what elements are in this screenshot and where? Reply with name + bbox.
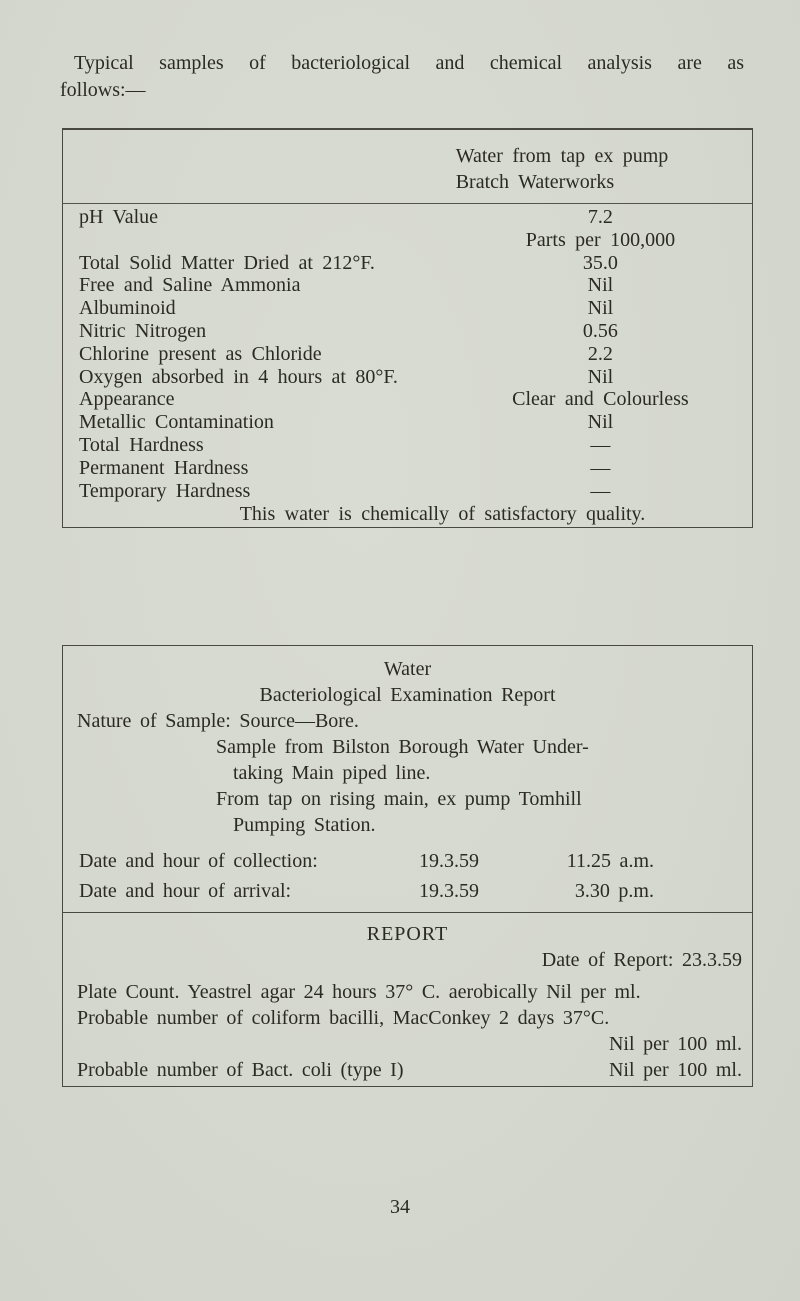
row-label: pH Value: [79, 206, 159, 228]
bact-coli-row: Probable number of Bact. coli (type I) N…: [63, 1057, 752, 1083]
table-header-line-1: Water from tap ex pump: [455, 145, 669, 167]
row-label: Appearance: [79, 388, 175, 411]
row-label: Permanent Hardness: [79, 456, 249, 479]
sample-description-line: From tap on rising main, ex pump Tomhill: [216, 788, 582, 810]
page-number: 34: [390, 1196, 410, 1218]
row-label: Total Hardness: [79, 433, 204, 456]
report-section-divider: [63, 912, 752, 913]
intro-line-2: follows:—: [60, 79, 146, 101]
row-label: Temporary Hardness: [79, 479, 251, 502]
row-label: Free and Saline Ammonia: [79, 274, 301, 297]
date-rows: Date and hour of collection: 19.3.59 11.…: [63, 846, 752, 906]
row-label: [63, 229, 449, 252]
plate-count-line: Plate Count. Yeastrel agar 24 hours 37° …: [77, 981, 641, 1003]
row-value: 35.0: [582, 251, 618, 274]
bact-box-title: Water: [383, 658, 432, 680]
table-body: pH Value 7.2 Parts per 100,000 Total Sol…: [63, 204, 752, 502]
row-value: 0.56: [582, 319, 618, 342]
row-value: Nil: [587, 274, 614, 297]
collection-time: 11.25 a.m.: [566, 850, 654, 872]
bact-coli-label: Probable number of Bact. coli (type I): [77, 1059, 404, 1081]
table-row: pH Value 7.2: [63, 206, 752, 229]
row-label: Nitric Nitrogen: [79, 319, 207, 342]
intro-line-1: Typical samples of bacteriological and c…: [74, 52, 744, 74]
row-value: Nil: [587, 365, 614, 388]
table-row: Parts per 100,000: [63, 229, 752, 252]
row-label: Total Solid Matter Dried at 212°F.: [79, 251, 375, 274]
report-date-line: Date of Report: 23.3.59: [541, 949, 742, 971]
arrival-label: Date and hour of arrival:: [79, 880, 292, 902]
bact-coli-result: Nil per 100 ml.: [608, 1059, 742, 1081]
table-row: Free and Saline Ammonia Nil: [63, 274, 752, 297]
row-value: —: [590, 479, 611, 502]
row-value: Nil: [587, 297, 614, 320]
sample-description-line: taking Main piped line.: [233, 762, 431, 784]
row-label: Chlorine present as Chloride: [79, 342, 322, 365]
report-title: REPORT: [366, 923, 449, 945]
arrival-date: 19.3.59: [419, 880, 479, 902]
coliform-line: Probable number of coliform bacilli, Mac…: [77, 1007, 610, 1029]
row-value: 2.2: [587, 342, 613, 365]
row-label: Oxygen absorbed in 4 hours at 80°F.: [79, 365, 398, 388]
bact-box-subtitle: Bacteriological Examination Report: [259, 684, 556, 706]
sample-description-line: Sample from Bilston Borough Water Under-: [216, 736, 589, 758]
table-row: Oxygen absorbed in 4 hours at 80°F. Nil: [63, 366, 752, 389]
row-label: Metallic Contamination: [79, 411, 274, 434]
row-label: Albuminoid: [79, 297, 176, 320]
bacteriological-report-box: Water Bacteriological Examination Report…: [62, 645, 753, 1087]
arrival-time: 3.30 p.m.: [574, 880, 654, 902]
chemical-analysis-table: Water from tap ex pump Bratch Waterworks…: [62, 128, 753, 528]
table-row: Permanent Hardness —: [63, 457, 752, 480]
table-row: Total Hardness —: [63, 434, 752, 457]
table-footer-note: This water is chemically of satisfactory…: [239, 503, 646, 526]
collection-label: Date and hour of collection:: [79, 850, 318, 872]
table-row: Temporary Hardness —: [63, 480, 752, 503]
table-row: Metallic Contamination Nil: [63, 411, 752, 434]
row-value: —: [590, 433, 611, 456]
row-value: 7.2: [587, 206, 613, 228]
sample-description-line: Pumping Station.: [233, 814, 376, 836]
table-header: Water from tap ex pump Bratch Waterworks: [63, 130, 752, 204]
nature-of-sample-line: Nature of Sample: Source—Bore.: [77, 710, 359, 732]
table-row: Total Solid Matter Dried at 212°F. 35.0: [63, 252, 752, 275]
row-value: Parts per 100,000: [525, 228, 676, 251]
collection-date: 19.3.59: [419, 850, 479, 872]
table-header-line-2: Bratch Waterworks: [455, 171, 615, 193]
coliform-result: Nil per 100 ml.: [608, 1033, 742, 1055]
table-row: Albuminoid Nil: [63, 297, 752, 320]
table-row: Appearance Clear and Colourless: [63, 388, 752, 411]
table-row: Nitric Nitrogen 0.56: [63, 320, 752, 343]
row-value: Clear and Colourless: [512, 388, 689, 411]
intro-paragraph: Typical samples of bacteriological and c…: [60, 50, 744, 104]
arrival-date-row: Date and hour of arrival: 19.3.59 3.30 p…: [63, 876, 752, 906]
table-row: Chlorine present as Chloride 2.2: [63, 343, 752, 366]
collection-date-row: Date and hour of collection: 19.3.59 11.…: [63, 846, 752, 876]
row-value: Nil: [587, 411, 614, 434]
row-value: —: [590, 456, 611, 479]
